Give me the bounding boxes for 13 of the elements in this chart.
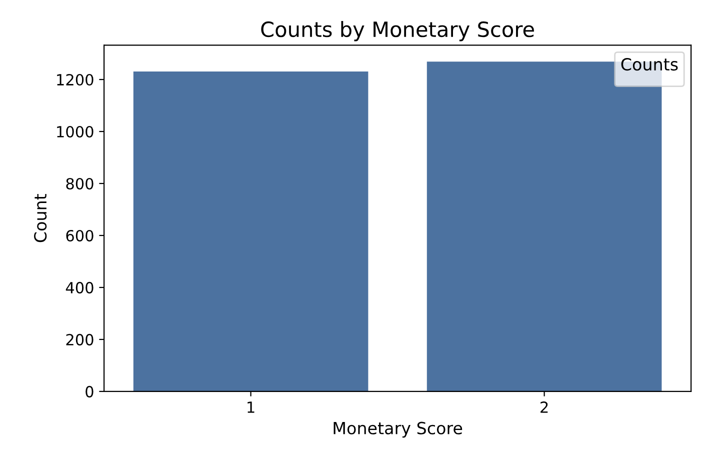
x-axis-title: Monetary Score <box>334 422 462 438</box>
y-tick-label: 1000 <box>57 126 94 138</box>
y-tick-label: 1200 <box>57 74 94 86</box>
x-tick-label: 2 <box>540 401 548 413</box>
y-axis-title: Count <box>34 194 47 242</box>
x-tick-label: 1 <box>248 402 254 413</box>
y-tick-label: 200 <box>66 334 94 346</box>
y-tick-label: 0 <box>86 386 94 398</box>
chart-title: Counts by Monetary Score <box>261 21 534 42</box>
y-tick-label: 400 <box>66 282 94 294</box>
y-tick-label: 600 <box>66 230 94 242</box>
y-tick-label: 800 <box>66 178 94 190</box>
legend-title: Counts <box>621 58 678 71</box>
